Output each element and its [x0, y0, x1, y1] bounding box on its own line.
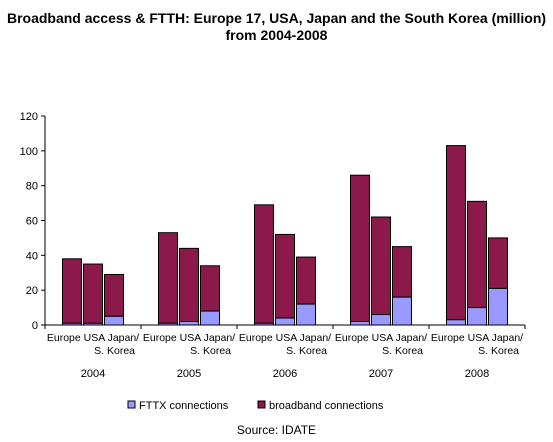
y-tick-label: 120: [20, 111, 38, 123]
bar-fttx-2007-0: [350, 321, 370, 326]
chart-title-line1: Broadband access & FTTH: Europe 17, USA,…: [6, 10, 547, 26]
y-tick-label: 80: [26, 181, 38, 193]
category-label-line2: S. Korea: [94, 345, 135, 357]
bar-fttx-2006-2: [296, 303, 316, 326]
bar-broadband-2004-1: [83, 263, 103, 324]
bar-broadband-2007-1: [371, 216, 391, 316]
bar-fttx-2006-1: [275, 317, 295, 326]
y-tick-label: 60: [26, 216, 38, 228]
bar-broadband-2006-0: [254, 204, 274, 324]
legend-swatch-fttx: [127, 400, 136, 409]
bar-fttx-2004-1: [83, 322, 103, 326]
group-label-2004: 2004: [81, 368, 105, 380]
bar-broadband-2005-1: [179, 247, 199, 323]
bar-fttx-2005-1: [179, 321, 199, 326]
bar-broadband-2008-1: [467, 200, 487, 309]
bar-fttx-2008-1: [467, 307, 487, 326]
category-label: Europe USA Japan/: [335, 332, 427, 344]
category-label: Europe USA Japan/: [239, 332, 331, 344]
group-label-2006: 2006: [273, 368, 297, 380]
group-label-2008: 2008: [465, 368, 489, 380]
group-label-2005: 2005: [177, 368, 201, 380]
y-tick-label: 20: [26, 285, 38, 297]
bar-fttx-2008-0: [446, 319, 466, 326]
category-label-line2: S. Korea: [382, 345, 423, 357]
legend-label-fttx: FTTX connections: [139, 400, 229, 412]
bar-broadband-2004-2: [104, 273, 124, 317]
bar-fttx-2007-2: [392, 296, 412, 326]
bar-fttx-2005-0: [158, 322, 178, 326]
group-label-2007: 2007: [369, 368, 393, 380]
bar-fttx-2004-2: [104, 315, 124, 326]
category-label: Europe USA Japan/: [143, 332, 235, 344]
bar-broadband-2008-2: [488, 237, 508, 289]
y-tick-label: 0: [32, 320, 38, 332]
legend-swatch-broadband: [257, 400, 266, 409]
bar-broadband-2006-2: [296, 256, 316, 305]
bar-fttx-2008-2: [488, 287, 508, 326]
bar-broadband-2007-0: [350, 174, 370, 323]
bar-broadband-2005-0: [158, 232, 178, 324]
chart-title-line2: from 2004-2008: [225, 27, 328, 43]
category-label-line2: S. Korea: [190, 345, 231, 357]
category-label: Europe USA Japan/: [431, 332, 523, 344]
category-label-line2: S. Korea: [286, 345, 327, 357]
category-label-line2: S. Korea: [478, 345, 519, 357]
bar-broadband-2007-2: [392, 246, 412, 298]
y-tick-label: 40: [26, 250, 38, 262]
legend-label-broadband: broadband connections: [269, 400, 384, 412]
bar-broadband-2008-0: [446, 145, 466, 321]
bar-broadband-2004-0: [62, 258, 82, 324]
y-tick-label: 100: [20, 146, 38, 158]
category-label: Europe USA Japan/: [47, 332, 139, 344]
bar-fttx-2007-1: [371, 314, 391, 326]
bar-fttx-2005-2: [200, 310, 220, 326]
bar-broadband-2005-2: [200, 265, 220, 312]
source-note: Source: IDATE: [236, 423, 317, 437]
bar-fttx-2004-0: [62, 322, 82, 326]
bar-fttx-2006-0: [254, 322, 274, 326]
bar-broadband-2006-1: [275, 233, 295, 319]
